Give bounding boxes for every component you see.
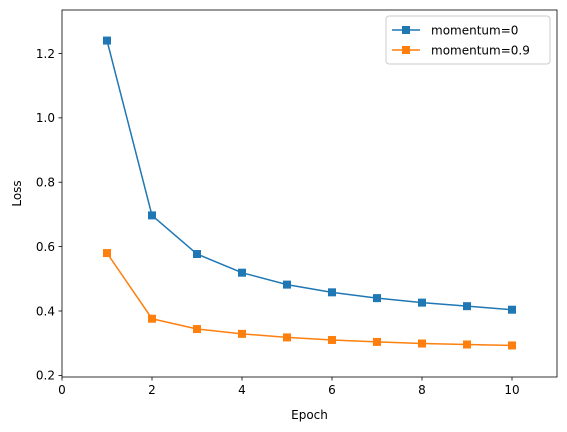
plot-frame — [61, 9, 558, 378]
data-point — [238, 329, 246, 338]
data-point — [283, 280, 291, 289]
data-point — [283, 333, 291, 342]
data-point — [418, 298, 426, 307]
data-point — [373, 294, 381, 303]
x-tick-label: 6 — [328, 383, 336, 397]
y-axis-label: Loss — [10, 180, 24, 206]
data-point — [418, 339, 426, 348]
data-point — [103, 249, 111, 258]
x-tick-label: 0 — [58, 383, 66, 397]
legend-items: momentum=0 momentum=0.9 — [392, 23, 530, 57]
data-point — [328, 288, 336, 297]
legend-marker — [402, 26, 410, 34]
data-point — [103, 36, 111, 45]
legend-label: momentum=0.9 — [431, 43, 530, 57]
data-point — [193, 325, 201, 334]
legend-label: momentum=0 — [431, 23, 518, 37]
legend: momentum=0 momentum=0.9 — [385, 15, 551, 65]
x-tick-label: 2 — [148, 383, 156, 397]
data-point — [508, 305, 516, 314]
legend-box — [385, 15, 551, 65]
series-line — [106, 252, 513, 347]
x-axis-ticks: 0 2 4 6 8 10 — [58, 377, 520, 397]
legend-marker — [402, 46, 410, 54]
series-layer — [103, 36, 516, 350]
series-line — [106, 40, 513, 311]
x-tick-label: 4 — [238, 383, 246, 397]
x-tick-label: 10 — [504, 383, 519, 397]
x-axis-label: Epoch — [291, 408, 328, 422]
series-1 — [103, 249, 516, 350]
data-point — [193, 250, 201, 259]
data-point — [328, 335, 336, 344]
y-tick-label: 0.6 — [36, 240, 55, 254]
legend-item: momentum=0 — [392, 23, 518, 37]
x-tick-label: 8 — [418, 383, 426, 397]
y-tick-label: 0.8 — [36, 176, 55, 190]
legend-item: momentum=0.9 — [392, 43, 530, 57]
data-point — [508, 341, 516, 350]
data-point — [238, 268, 246, 277]
y-axis-ticks: 0.2 0.4 0.6 0.8 1.0 1.2 — [36, 47, 62, 383]
series-0 — [103, 36, 516, 314]
data-point — [148, 211, 156, 220]
data-point — [463, 302, 471, 311]
data-point — [148, 314, 156, 323]
y-tick-label: 0.4 — [36, 304, 55, 318]
y-tick-label: 1.0 — [36, 111, 55, 125]
data-point — [373, 337, 381, 346]
y-tick-label: 1.2 — [36, 47, 55, 61]
y-tick-label: 0.2 — [36, 369, 55, 383]
data-point — [463, 340, 471, 349]
